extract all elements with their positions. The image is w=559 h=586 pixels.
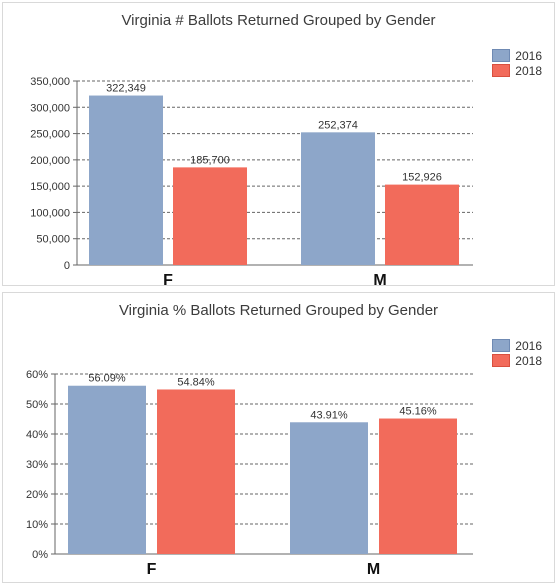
chart-panel-count: 0 50,000 100,000 150,000 200,000 250,000 300,0… bbox=[2, 2, 555, 287]
data-label-F-2018: 54.84% bbox=[177, 376, 215, 388]
legend-label-2016: 2016 bbox=[515, 48, 542, 63]
bar-M-2016 bbox=[290, 422, 368, 554]
y-tick-label: 40% bbox=[26, 429, 48, 441]
chart-count-title: Virginia # Ballots Returned Grouped by G… bbox=[121, 12, 436, 29]
chart-panel-percent: 0% 10% 20% 30% 40% 50% 60% 56.09% 54.84% F 43.91% 4… bbox=[2, 292, 555, 583]
bar-M-2018 bbox=[379, 418, 457, 554]
legend-swatch-2018 bbox=[492, 64, 511, 77]
legend-item-2018: 2018 bbox=[492, 353, 542, 368]
data-label-M-2016: 252,374 bbox=[318, 119, 358, 131]
y-tick-label: 0% bbox=[32, 549, 48, 561]
y-tick-label: 250,000 bbox=[30, 129, 70, 141]
data-label-M-2018: 45.16% bbox=[399, 406, 437, 418]
legend-label-2018: 2018 bbox=[515, 353, 542, 368]
x-category-label-M: M bbox=[367, 561, 380, 578]
x-category-label-F: F bbox=[163, 272, 173, 287]
y-tick-label: 200,000 bbox=[30, 155, 70, 167]
data-label-M-2016: 43.91% bbox=[310, 409, 348, 421]
data-label-F-2016: 56.09% bbox=[88, 373, 126, 385]
y-tick-label: 10% bbox=[26, 519, 48, 531]
legend-item-2016: 2016 bbox=[492, 48, 542, 63]
chart-count-plot: 0 50,000 100,000 150,000 200,000 250,000 300,0… bbox=[30, 76, 473, 287]
y-tick-label: 350,000 bbox=[30, 76, 70, 88]
data-label-F-2016: 322,349 bbox=[106, 83, 146, 95]
chart-percent-title: Virginia % Ballots Returned Grouped by G… bbox=[118, 302, 439, 319]
y-tick-label: 50% bbox=[26, 399, 48, 411]
bar-F-2018 bbox=[157, 389, 235, 554]
bar-F-2016 bbox=[68, 385, 146, 554]
y-tick-label: 100,000 bbox=[30, 207, 70, 219]
legend-swatch-2016 bbox=[492, 339, 511, 352]
legend-swatch-2016 bbox=[492, 49, 511, 62]
bar-F-2016 bbox=[89, 95, 163, 265]
legend-swatch-2018 bbox=[492, 354, 511, 367]
data-label-M-2018: 152,926 bbox=[402, 172, 442, 184]
y-tick-label: 60% bbox=[26, 369, 48, 381]
y-tick-label: 0 bbox=[64, 260, 70, 272]
y-tick-label: 300,000 bbox=[30, 102, 70, 114]
bar-M-2016 bbox=[301, 132, 375, 265]
chart-percent-plot: 0% 10% 20% 30% 40% 50% 60% 56.09% 54.84% F 43.91% 4… bbox=[26, 369, 473, 578]
data-label-F-2018: 185,700 bbox=[190, 154, 230, 166]
y-tick-label: 20% bbox=[26, 489, 48, 501]
y-tick-label: 150,000 bbox=[30, 181, 70, 193]
chart-percent-legend: 2016 2018 bbox=[492, 338, 542, 368]
x-category-label-M: M bbox=[373, 272, 386, 287]
legend-label-2016: 2016 bbox=[515, 338, 542, 353]
x-category-label-F: F bbox=[147, 561, 157, 578]
legend-item-2016: 2016 bbox=[492, 338, 542, 353]
bar-M-2018 bbox=[385, 184, 459, 265]
legend-item-2018: 2018 bbox=[492, 63, 542, 78]
y-tick-label: 30% bbox=[26, 459, 48, 471]
legend-label-2018: 2018 bbox=[515, 63, 542, 78]
bar-F-2018 bbox=[173, 167, 247, 265]
chart-count-legend: 2016 2018 bbox=[492, 48, 542, 78]
y-tick-label: 50,000 bbox=[36, 234, 70, 246]
